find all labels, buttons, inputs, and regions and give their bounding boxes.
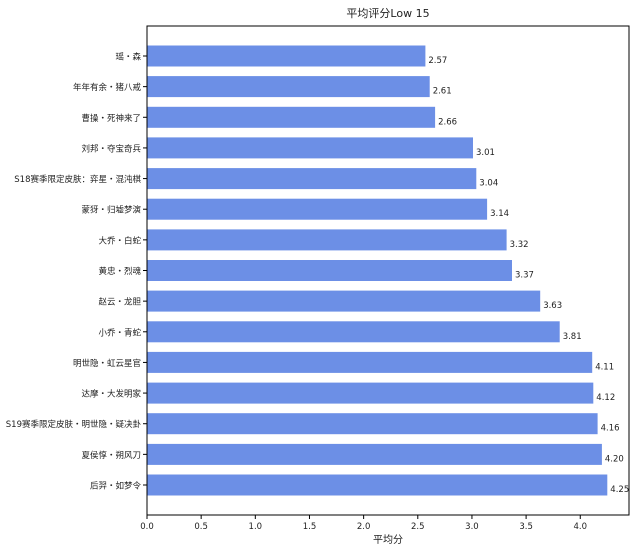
category-label-6: 蒙犽・归墟梦演 [81,205,141,216]
category-label-5: S18赛季限定皮肤：弈星・混沌棋 [14,174,141,185]
value-label-9: 3.63 [543,301,562,311]
value-label-5: 3.04 [479,179,498,189]
bar-2 [147,76,430,98]
value-label-6: 3.14 [490,209,509,219]
bar-13 [147,413,598,435]
bar-1 [147,45,426,67]
category-label-3: 曹操・死神来了 [81,113,141,124]
x-tick-label-7: 3.0 [465,522,479,532]
category-label-12: 达摩・大发明家 [81,389,141,400]
bar-12 [147,382,594,404]
value-label-3: 2.66 [438,117,457,127]
value-label-14: 4.20 [605,454,624,464]
value-label-4: 3.01 [476,148,495,158]
value-label-11: 4.11 [595,362,614,372]
x-ticks-group: 0.0 0.5 1.0 1.5 2.0 2.5 3.0 3.5 4.0 [140,515,587,532]
value-label-1: 2.57 [428,56,447,66]
value-label-7: 3.32 [510,240,529,250]
bar-11 [147,351,593,373]
x-tick-label-8: 3.5 [519,522,533,532]
x-tick-label-2: 0.5 [194,522,208,532]
x-tick-label-5: 2.0 [357,522,371,532]
x-tick-label-9: 4.0 [573,522,587,532]
category-label-13: S19赛季限定皮肤・明世隐・疑决卦 [6,419,142,430]
value-label-10: 3.81 [563,332,582,342]
bar-7 [147,229,507,251]
category-label-7: 大乔・白蛇 [98,235,141,246]
bars-group: 2.57 2.61 2.66 3.01 3.04 3.14 3.32 3.37 3.63 3.81… [147,45,629,496]
category-label-10: 小乔・青蛇 [98,327,141,338]
bar-5 [147,168,477,190]
x-axis-label: 平均分 [373,534,403,546]
bar-6 [147,198,488,220]
chart-title: 平均评分Low 15 [346,7,429,20]
bar-14 [147,443,602,465]
plot-area-frame [146,25,630,516]
x-tick-label-6: 2.5 [411,522,425,532]
x-tick-label-3: 1.0 [249,522,263,532]
category-label-2: 年年有余・猪八戒 [73,82,142,93]
bar-9 [147,290,541,312]
category-label-15: 后羿・如梦令 [90,481,142,492]
bar-10 [147,321,560,343]
category-label-4: 刘邦・夺宝奇兵 [81,143,141,154]
value-label-15: 4.25 [610,485,629,495]
x-tick-label-4: 1.5 [303,522,317,532]
x-tick-label-1: 0.0 [140,522,154,532]
bar-4 [147,137,473,159]
value-label-2: 2.61 [433,87,452,97]
category-label-11: 明世隐・虹云星官 [73,358,141,369]
value-label-8: 3.37 [515,271,534,281]
category-label-14: 夏侯惇・朔风刀 [81,450,141,461]
bar-8 [147,260,512,281]
bar-3 [147,106,436,128]
value-label-13: 4.16 [601,424,620,434]
bar-15 [147,474,608,496]
value-label-12: 4.12 [596,393,615,403]
category-label-1: 瑶・森 [115,52,141,63]
category-label-9: 赵云・龙胆 [98,297,141,308]
category-label-8: 黄忠・烈魂 [98,266,141,277]
